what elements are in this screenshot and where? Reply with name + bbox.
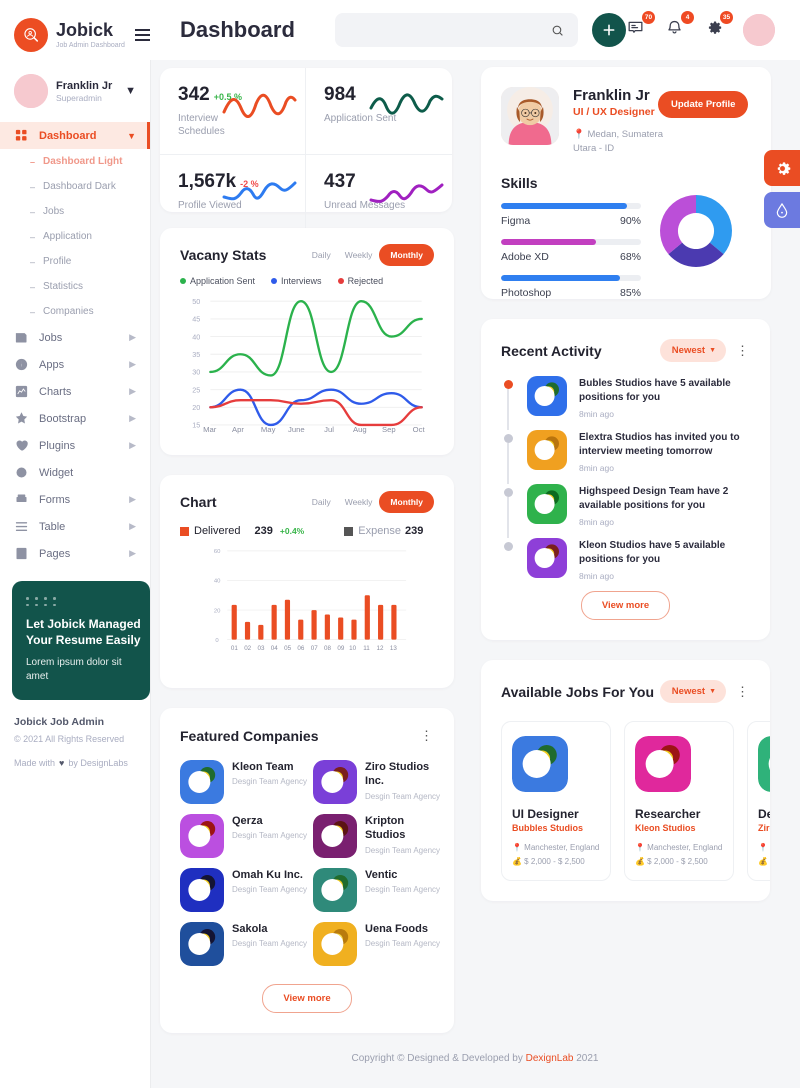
svg-text:01: 01 bbox=[231, 645, 238, 652]
svg-text:Oct: Oct bbox=[413, 425, 426, 434]
svg-text:09: 09 bbox=[337, 645, 344, 652]
svg-text:40: 40 bbox=[214, 579, 221, 585]
svg-text:May: May bbox=[261, 425, 276, 434]
svg-text:25: 25 bbox=[192, 385, 200, 394]
svg-text:05: 05 bbox=[284, 645, 291, 652]
svg-text:20: 20 bbox=[214, 608, 221, 614]
svg-text:13: 13 bbox=[390, 645, 397, 652]
svg-text:45: 45 bbox=[192, 315, 200, 324]
svg-text:07: 07 bbox=[311, 645, 318, 652]
svg-text:60: 60 bbox=[214, 549, 221, 555]
svg-text:10: 10 bbox=[349, 645, 356, 652]
svg-text:50: 50 bbox=[192, 297, 200, 306]
svg-text:Aug: Aug bbox=[353, 425, 367, 434]
svg-text:Sep: Sep bbox=[382, 425, 396, 434]
svg-text:06: 06 bbox=[297, 645, 304, 652]
svg-text:20: 20 bbox=[192, 403, 200, 412]
svg-text:35: 35 bbox=[192, 350, 200, 359]
svg-text:04: 04 bbox=[271, 645, 278, 652]
svg-text:0: 0 bbox=[215, 638, 219, 644]
svg-text:40: 40 bbox=[192, 332, 200, 341]
svg-text:11: 11 bbox=[363, 645, 370, 652]
svg-text:Mar: Mar bbox=[203, 425, 217, 434]
svg-text:03: 03 bbox=[258, 645, 265, 652]
svg-text:Jul: Jul bbox=[324, 425, 334, 434]
svg-text:12: 12 bbox=[377, 645, 384, 652]
svg-text:15: 15 bbox=[192, 421, 200, 430]
svg-text:30: 30 bbox=[192, 368, 200, 377]
svg-text:02: 02 bbox=[244, 645, 251, 652]
svg-text:08: 08 bbox=[324, 645, 331, 652]
svg-text:June: June bbox=[288, 425, 305, 434]
svg-text:Apr: Apr bbox=[232, 425, 244, 434]
